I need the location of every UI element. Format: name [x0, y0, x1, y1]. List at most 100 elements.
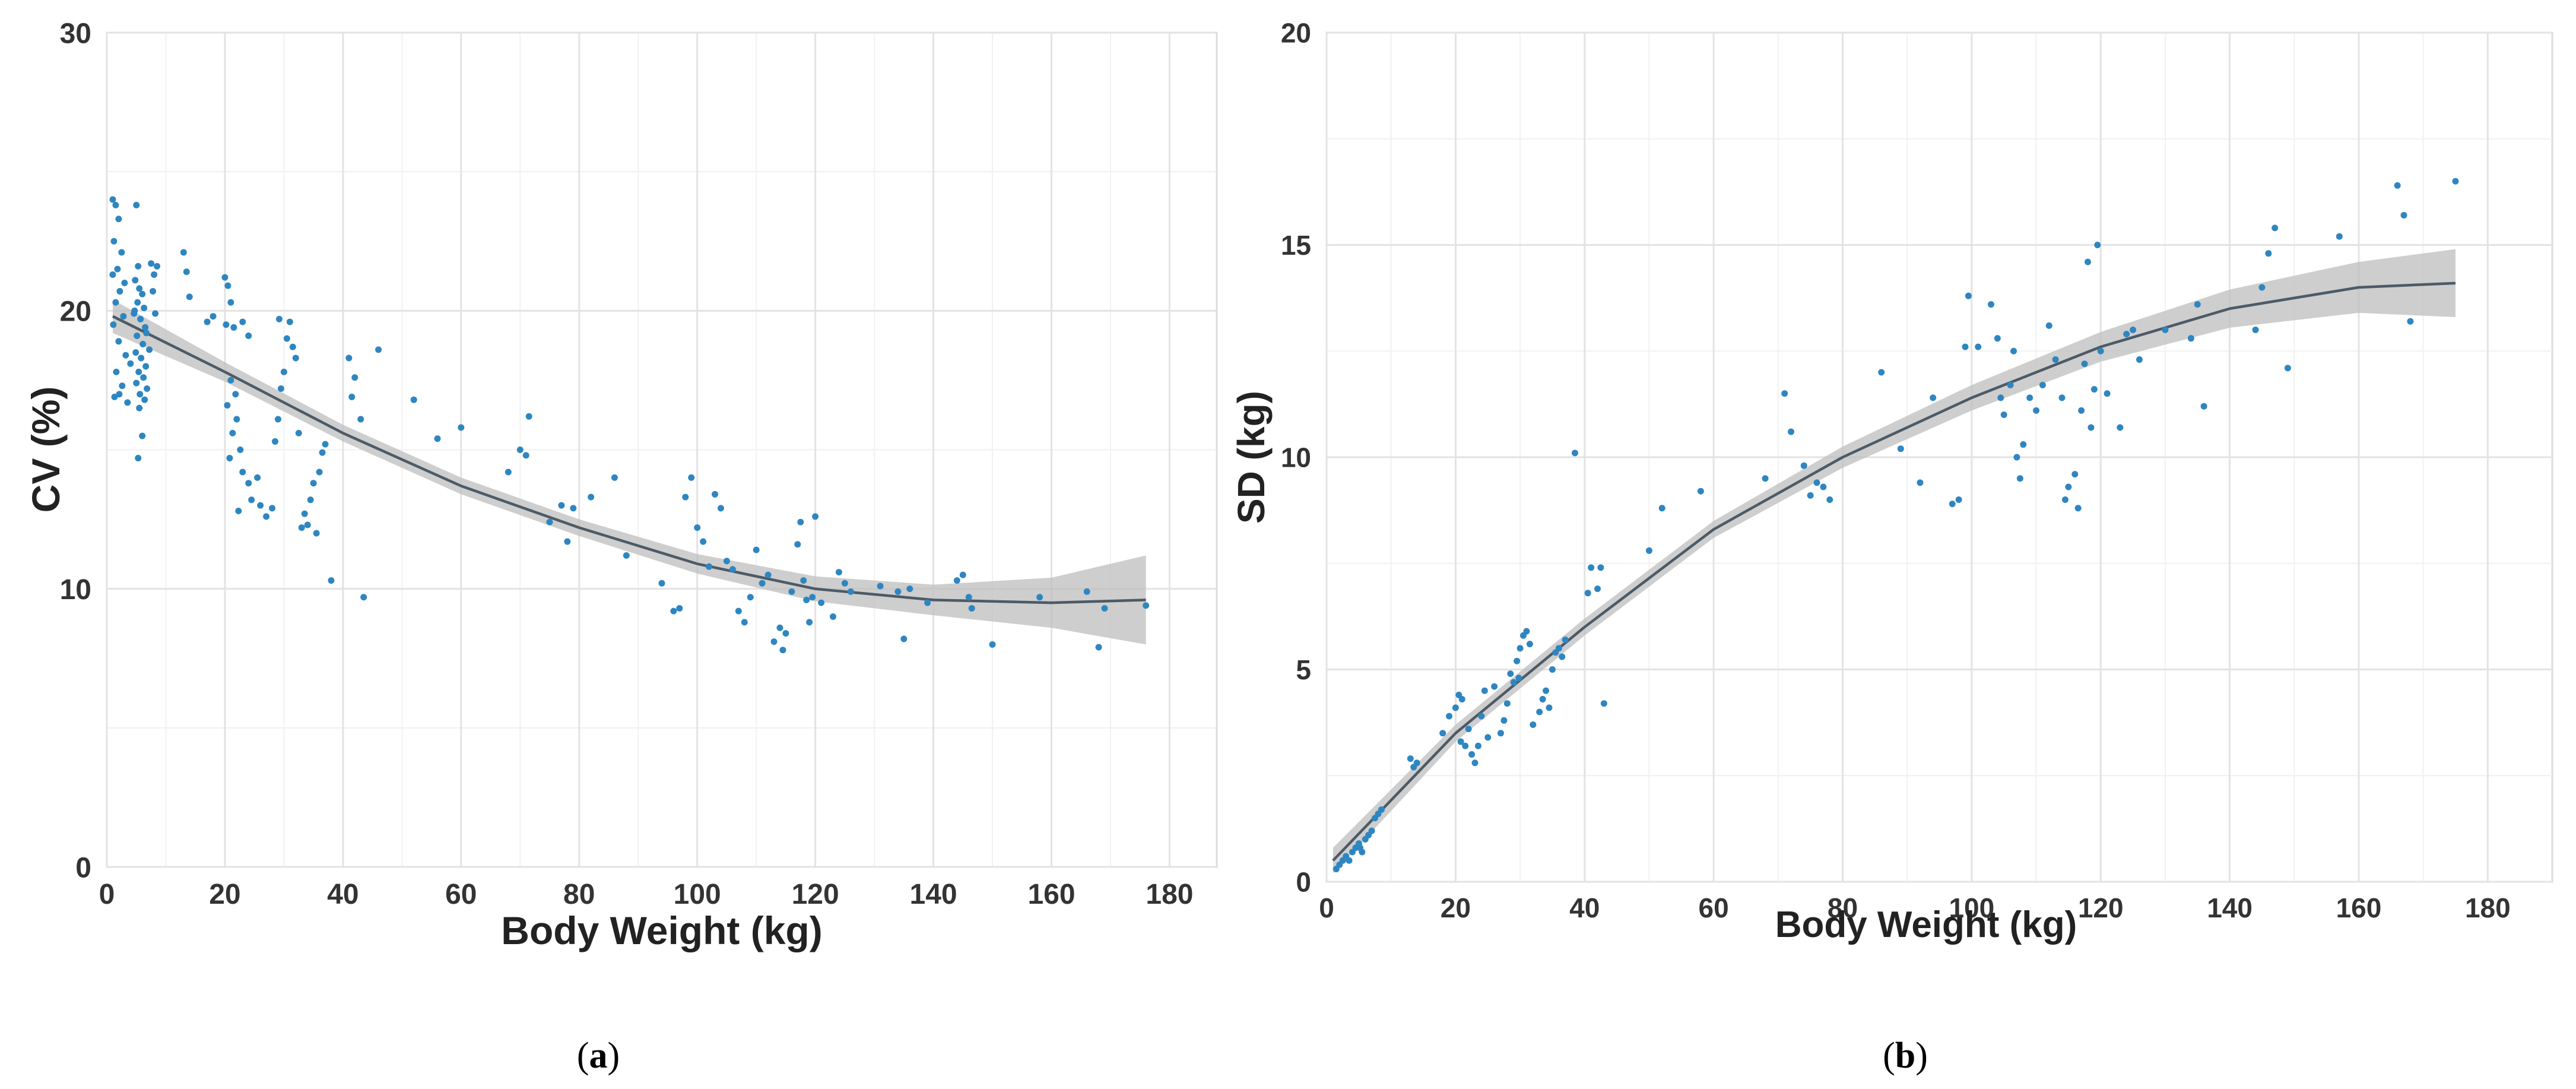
chart-a-fit-line [112, 315, 1146, 604]
chart-b-point [1452, 704, 1459, 711]
chart-b-point [1571, 449, 1578, 457]
chart-b-point [2000, 411, 2007, 418]
chart-b-point [1407, 755, 1414, 762]
chart-a-point [818, 599, 825, 606]
chart-a-point [965, 594, 972, 601]
chart-a-point [717, 505, 724, 512]
chart-a-x-tick-label: 160 [1027, 879, 1075, 910]
chart-a-point [292, 354, 299, 362]
chart-a-point [121, 280, 128, 286]
chart-b-point [1645, 547, 1652, 554]
chart-b-point [1543, 687, 1550, 694]
chart-b-point [1458, 696, 1465, 703]
chart-a-point [313, 530, 320, 537]
chart-a-point [670, 607, 677, 615]
chart-a-x-tick-label: 140 [910, 879, 957, 910]
chart-a-point [135, 262, 142, 270]
chart-b-panel-label: (b) [1883, 1036, 1928, 1076]
chart-a-x-tick-label: 120 [792, 879, 839, 910]
chart-b-point [1530, 721, 1537, 728]
chart-a-point [227, 299, 234, 306]
chart-a-y-tick-labels: 0 10 20 30 [60, 18, 91, 884]
chart-a-point [434, 435, 441, 442]
chart-b-point [2452, 178, 2459, 185]
chart-b-point [2252, 327, 2259, 333]
chart-a-point [136, 404, 143, 411]
chart-a-point [1101, 604, 1108, 612]
chart-b-panel-letter: b [1895, 1036, 1915, 1076]
chart-a-point [782, 630, 789, 637]
chart-a-point [141, 396, 148, 403]
chart-b-point [1368, 827, 1375, 834]
chart-a-point [227, 376, 234, 384]
chart-b-point [1481, 687, 1488, 694]
chart-a-y-tick-label: 10 [60, 574, 91, 606]
chart-a-x-tick-labels: 0 20 40 60 80 100 120 140 160 180 [99, 879, 1194, 910]
chart-b-point [1523, 628, 1530, 635]
chart-a-y-axis-label: CV (%) [24, 387, 68, 513]
chart-a-point [505, 468, 512, 476]
chart-a-point [263, 513, 270, 520]
chart-a-point [115, 216, 122, 223]
chart-b-point [1510, 679, 1517, 686]
chart-a-y-tick-label: 30 [60, 18, 91, 49]
chart-b-point [1962, 343, 1969, 350]
chart-a-gridlines [106, 31, 1217, 868]
chart-a-point [735, 607, 742, 615]
chart-b-y-tick-label: 5 [1296, 654, 1311, 685]
chart-a-point [319, 449, 326, 456]
chart-b-point [1594, 585, 1601, 593]
chart-b-point [2088, 424, 2095, 431]
chart-b-point [1697, 487, 1704, 495]
chart-a-point [109, 271, 116, 278]
chart-b-x-tick-labels: 0 20 40 60 80 100 120 140 160 180 [1319, 892, 2510, 923]
chart-a-point [812, 513, 819, 520]
chart-b-point [2013, 454, 2020, 461]
chart-a-point [286, 318, 293, 325]
chart-a-x-tick-label: 0 [99, 879, 115, 910]
chart-a-point [109, 196, 116, 203]
chart-a-point [143, 330, 150, 337]
chart-a-point [1083, 588, 1090, 595]
chart-a-point [316, 468, 323, 476]
chart-a-y-tick-label: 20 [60, 296, 91, 328]
chart-a-point [132, 277, 139, 284]
chart-a-point [237, 447, 244, 453]
chart-b-point [2058, 394, 2066, 401]
chart-b-point [2016, 475, 2023, 482]
chart-a-point [140, 374, 147, 381]
chart-a-point [310, 480, 317, 487]
chart-b-point [2258, 284, 2266, 291]
chart-a-ci-band [112, 299, 1146, 645]
chart-b-point [1930, 394, 1937, 401]
chart-b-point [1949, 501, 1956, 508]
chart-b-y-tick-label: 0 [1296, 867, 1311, 898]
chart-a-point [224, 282, 231, 289]
chart-a-point [700, 538, 707, 545]
chart-a-x-tick-label: 20 [209, 879, 240, 910]
chart-b-point [1600, 700, 1607, 707]
chart-b-point [1588, 564, 1595, 571]
chart-a-point [723, 558, 730, 565]
chart-a-point [226, 455, 233, 462]
chart-b-point [1584, 590, 1591, 597]
chart-b-point [2187, 335, 2194, 342]
chart-b-point [1500, 717, 1508, 724]
chart-a-point [894, 588, 902, 595]
chart-a-point [803, 596, 810, 603]
chart-a-point [676, 604, 683, 612]
chart-a-point [779, 647, 786, 654]
chart-a-point [841, 580, 848, 587]
chart-a-x-tick-label: 40 [327, 879, 359, 910]
chart-a-point [989, 641, 996, 648]
chart-a-point [110, 321, 117, 328]
chart-a-point [136, 285, 143, 292]
chart-a: 0 20 40 60 80 100 120 140 160 180 0 10 20 30 Body We… [24, 18, 1218, 1076]
chart-a-point [124, 399, 131, 406]
chart-a-point [271, 438, 278, 445]
chart-b-point [2020, 441, 2027, 448]
chart-a-point [154, 262, 161, 270]
chart-b-points [1333, 178, 2459, 873]
chart-a-point [139, 432, 146, 439]
